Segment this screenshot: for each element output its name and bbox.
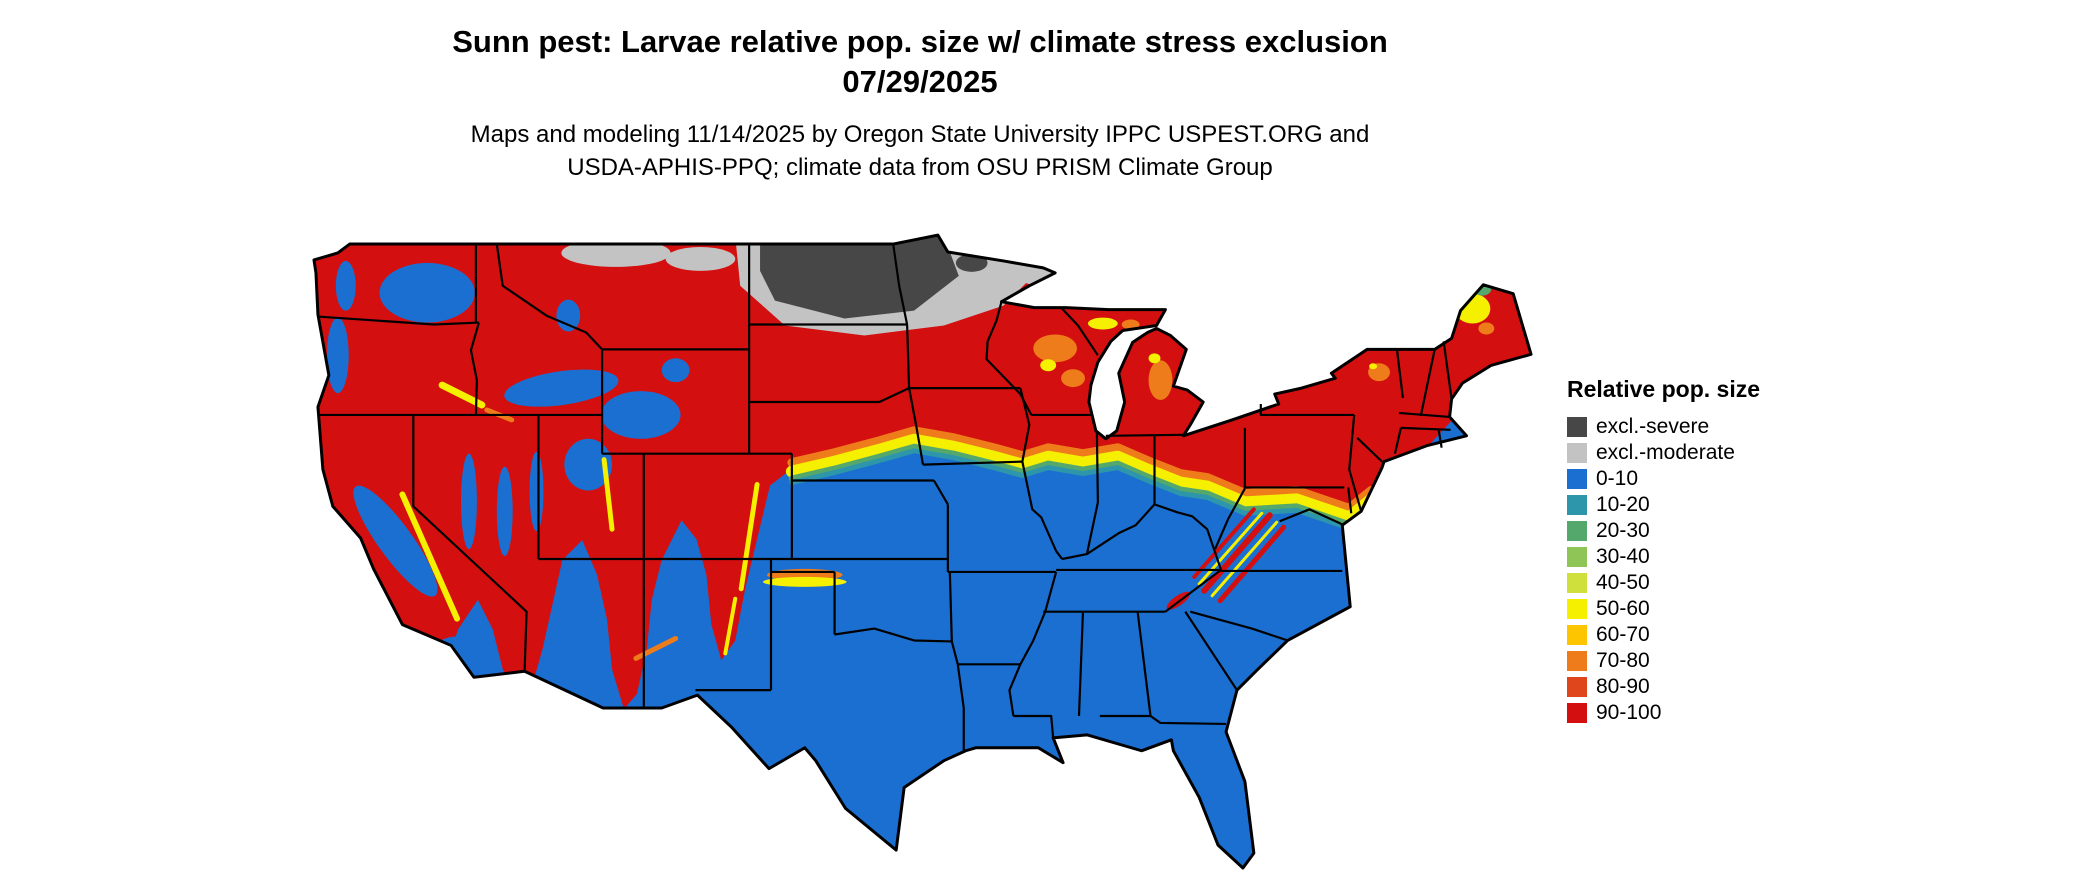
legend-row: 0-10 <box>1567 466 1760 492</box>
legend-swatch <box>1567 599 1587 619</box>
legend-row: 60-70 <box>1567 622 1760 648</box>
map-subtitle-line1: Maps and modeling 11/14/2025 by Oregon S… <box>470 121 1370 148</box>
map-title-line1: Sunn pest: Larvae relative pop. size w/ … <box>452 24 1388 59</box>
legend-label: 30-40 <box>1596 545 1650 568</box>
legend-swatch <box>1567 547 1587 567</box>
legend-label: 0-10 <box>1596 467 1639 490</box>
legend-row: 30-40 <box>1567 544 1760 570</box>
legend-swatch <box>1567 573 1587 593</box>
legend-swatch <box>1567 443 1587 463</box>
legend-label: 50-60 <box>1596 597 1650 620</box>
legend-label: 20-30 <box>1596 519 1650 542</box>
legend-swatch <box>1567 625 1587 645</box>
map-legend: Relative pop. size excl.-severe excl.-mo… <box>1567 376 1760 726</box>
legend-row: 90-100 <box>1567 700 1760 726</box>
legend-row: 80-90 <box>1567 674 1760 700</box>
legend-label: 10-20 <box>1596 493 1650 516</box>
legend-label: 70-80 <box>1596 649 1650 672</box>
map-subtitle-line2: USDA-APHIS-PPQ; climate data from OSU PR… <box>567 154 1273 181</box>
us-outline <box>312 233 1533 870</box>
legend-row: excl.-moderate <box>1567 440 1760 466</box>
us-map-svg <box>312 233 1533 870</box>
state-borders <box>317 243 1453 751</box>
legend-swatch <box>1567 677 1587 697</box>
map-header: Sunn pest: Larvae relative pop. size w/ … <box>0 22 1840 184</box>
legend-row: 20-30 <box>1567 518 1760 544</box>
map-exclusion-zones <box>561 236 1067 336</box>
legend-row: excl.-severe <box>1567 414 1760 440</box>
legend-label: excl.-severe <box>1596 415 1710 438</box>
legend-swatch <box>1567 469 1587 489</box>
legend-row: 40-50 <box>1567 570 1760 596</box>
map-transition-band <box>763 426 1378 587</box>
legend-row: 50-60 <box>1567 596 1760 622</box>
map-region-excl-severe <box>760 236 959 319</box>
legend-row: 10-20 <box>1567 492 1760 518</box>
legend-title: Relative pop. size <box>1567 376 1761 402</box>
map-appalachian-ridges <box>1192 507 1287 604</box>
map-western-mountain-accents <box>399 381 760 661</box>
map-subtitle: Maps and modeling 11/14/2025 by Oregon S… <box>0 118 1840 184</box>
us-choropleth-map <box>308 230 1540 888</box>
legend-label: 60-70 <box>1596 623 1650 646</box>
legend-swatch <box>1567 521 1587 541</box>
legend-label: 80-90 <box>1596 675 1650 698</box>
legend-swatch <box>1567 495 1587 515</box>
map-title-date: 07/29/2025 <box>842 64 998 99</box>
map-north-accents <box>1033 281 1495 401</box>
legend-swatch <box>1567 417 1587 437</box>
legend-row: 70-80 <box>1567 648 1760 674</box>
legend-swatch <box>1567 651 1587 671</box>
legend-label: 40-50 <box>1596 571 1650 594</box>
legend-label: excl.-moderate <box>1596 441 1735 464</box>
legend-items: excl.-severe excl.-moderate 0-10 10-20 2… <box>1567 414 1760 726</box>
legend-swatch <box>1567 703 1587 723</box>
legend-label: 90-100 <box>1596 701 1662 724</box>
